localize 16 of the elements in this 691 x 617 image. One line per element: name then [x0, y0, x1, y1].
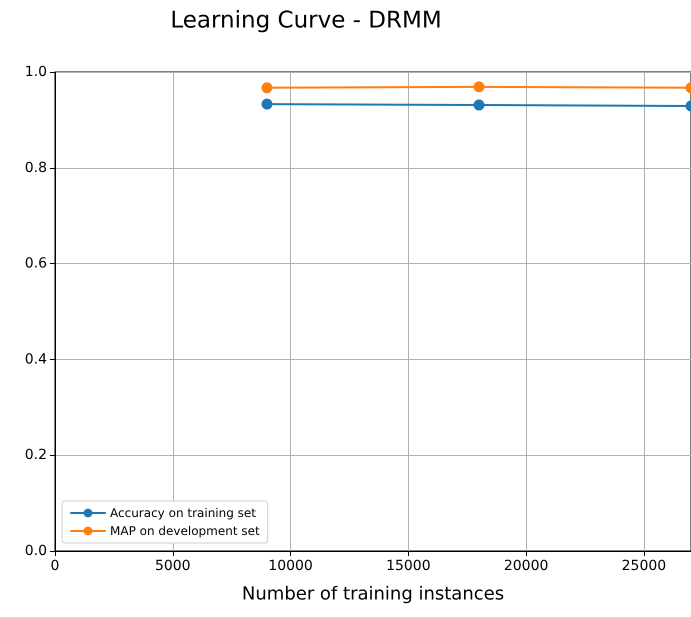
y-tick-label: 0.2 — [24, 447, 47, 464]
legend-label: Accuracy on training set — [110, 506, 256, 520]
x-axis-title: Number of training instances — [242, 584, 504, 604]
y-tick-label: 0.0 — [24, 543, 47, 559]
legend-label: MAP on development set — [110, 524, 260, 538]
x-tick-label: 0 — [50, 558, 60, 574]
x-tick-label: 5000 — [154, 558, 191, 574]
x-tick-label: 10000 — [268, 558, 313, 574]
chart-title: Learning Curve - DRMM — [170, 8, 442, 34]
y-tick-label: 0.8 — [24, 160, 47, 176]
y-tick-label: 0.6 — [24, 256, 48, 272]
y-tick-label: 0.4 — [24, 351, 48, 368]
x-tick-label: 20000 — [504, 558, 548, 574]
y-tick-label: 1.0 — [24, 64, 47, 80]
x-tick-label: 25000 — [622, 558, 666, 574]
x-tick-label: 15000 — [386, 558, 431, 574]
